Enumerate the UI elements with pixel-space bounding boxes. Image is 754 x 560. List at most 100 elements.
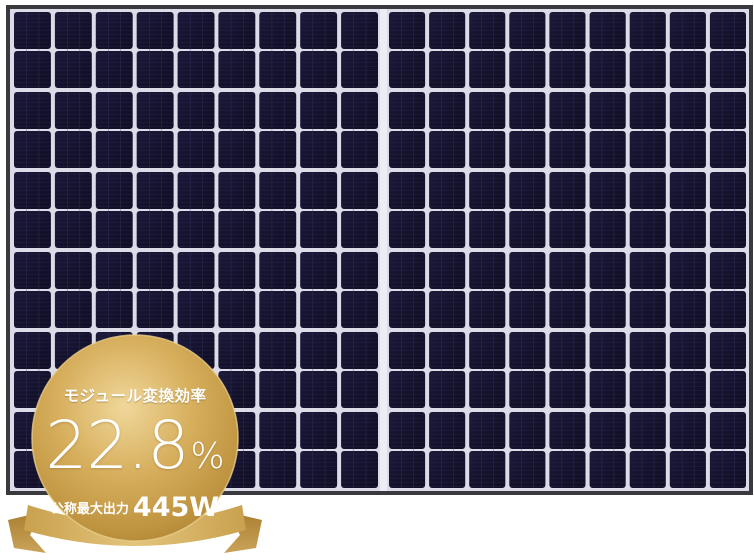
cell-texture (549, 12, 586, 49)
cell-texture (389, 371, 426, 408)
cell-busbar (721, 172, 723, 248)
cell-busbar (243, 92, 244, 168)
cell-texture (341, 211, 378, 248)
cell-texture (389, 92, 426, 129)
cell-busbar (721, 332, 723, 408)
cell-texture (341, 12, 378, 49)
cell-busbar (493, 332, 494, 408)
cell-texture (14, 131, 51, 168)
cell-busbar (283, 12, 285, 88)
cell-busbar (521, 92, 522, 168)
cell-busbar (230, 252, 232, 328)
cell-texture (629, 371, 666, 408)
cell-texture (95, 92, 133, 129)
cell-busbar (681, 412, 683, 488)
cell-busbar (573, 12, 575, 88)
cell-texture (469, 211, 506, 248)
cell-busbar (533, 332, 534, 408)
cell-busbar (312, 12, 314, 88)
panel-center-divider (380, 9, 387, 491)
cell-busbar (230, 12, 232, 88)
cell-busbar (453, 12, 454, 88)
cell-busbar (26, 252, 27, 328)
cell-texture (341, 371, 378, 408)
cell-texture (589, 12, 626, 49)
efficiency-readout: 22.8% (30, 413, 240, 479)
cell-busbar (202, 252, 203, 328)
cell-busbar (365, 172, 367, 248)
cell-texture (54, 291, 92, 328)
cell-texture (341, 92, 378, 129)
cell-busbar (108, 92, 109, 168)
cell-texture (469, 51, 506, 88)
cell-busbar (613, 412, 615, 488)
cell-busbar (734, 332, 735, 408)
cell-texture (218, 211, 256, 248)
cell-texture (589, 172, 626, 209)
cell-busbar (653, 172, 655, 248)
cell-texture (629, 412, 666, 449)
cell-texture (177, 92, 215, 129)
cell-busbar (561, 172, 563, 248)
cell-texture (469, 332, 506, 369)
cell-grid (14, 12, 746, 488)
cell-texture (589, 291, 626, 328)
cell-busbar (271, 412, 273, 488)
cell-texture (300, 291, 338, 328)
cell-busbar (353, 332, 354, 408)
cell-busbar (149, 92, 150, 168)
cell-busbar (401, 412, 402, 488)
cell-texture (341, 131, 378, 168)
cell-busbar (441, 12, 442, 88)
cell-texture (300, 252, 338, 289)
cell-busbar (573, 412, 575, 488)
cell-busbar (693, 12, 695, 88)
cell-busbar (493, 12, 494, 88)
cell-texture (509, 12, 546, 49)
cell-busbar (312, 412, 314, 488)
cell-busbar (149, 12, 150, 88)
cell-texture (389, 131, 426, 168)
cell-busbar (271, 252, 273, 328)
cell-busbar (79, 252, 81, 328)
cell-busbar (601, 172, 603, 248)
cell-texture (709, 51, 746, 88)
cell-busbar (38, 92, 40, 168)
cell-texture (218, 51, 256, 88)
cell-busbar (189, 12, 191, 88)
cell-busbar (721, 412, 723, 488)
cell-texture (469, 131, 506, 168)
cell-busbar (243, 252, 244, 328)
cell-busbar (453, 332, 454, 408)
cell-texture (218, 92, 256, 129)
cell-busbar (453, 92, 454, 168)
cell-busbar (365, 92, 367, 168)
cell-busbar (353, 92, 354, 168)
cell-texture (14, 211, 51, 248)
cell-texture (389, 291, 426, 328)
cell-busbar (108, 12, 109, 88)
cell-texture (469, 12, 506, 49)
cell-texture (341, 332, 378, 369)
cell-texture (669, 211, 706, 248)
cell-texture (509, 291, 546, 328)
cell-texture (669, 252, 706, 289)
cell-texture (589, 332, 626, 369)
cell-busbar (734, 412, 735, 488)
cell-texture (14, 252, 51, 289)
cell-texture (509, 252, 546, 289)
cell-texture (669, 291, 706, 328)
cell-busbar (573, 332, 575, 408)
cell-texture (54, 252, 92, 289)
output-label: 公称最大出力 (50, 502, 129, 517)
cell-texture (509, 172, 546, 209)
cell-busbar (521, 252, 522, 328)
cell-texture (469, 371, 506, 408)
cell-busbar (573, 172, 575, 248)
cell-texture (549, 172, 586, 209)
cell-texture (300, 12, 338, 49)
cell-busbar (271, 332, 273, 408)
cell-busbar (641, 412, 643, 488)
cell-texture (177, 12, 215, 49)
